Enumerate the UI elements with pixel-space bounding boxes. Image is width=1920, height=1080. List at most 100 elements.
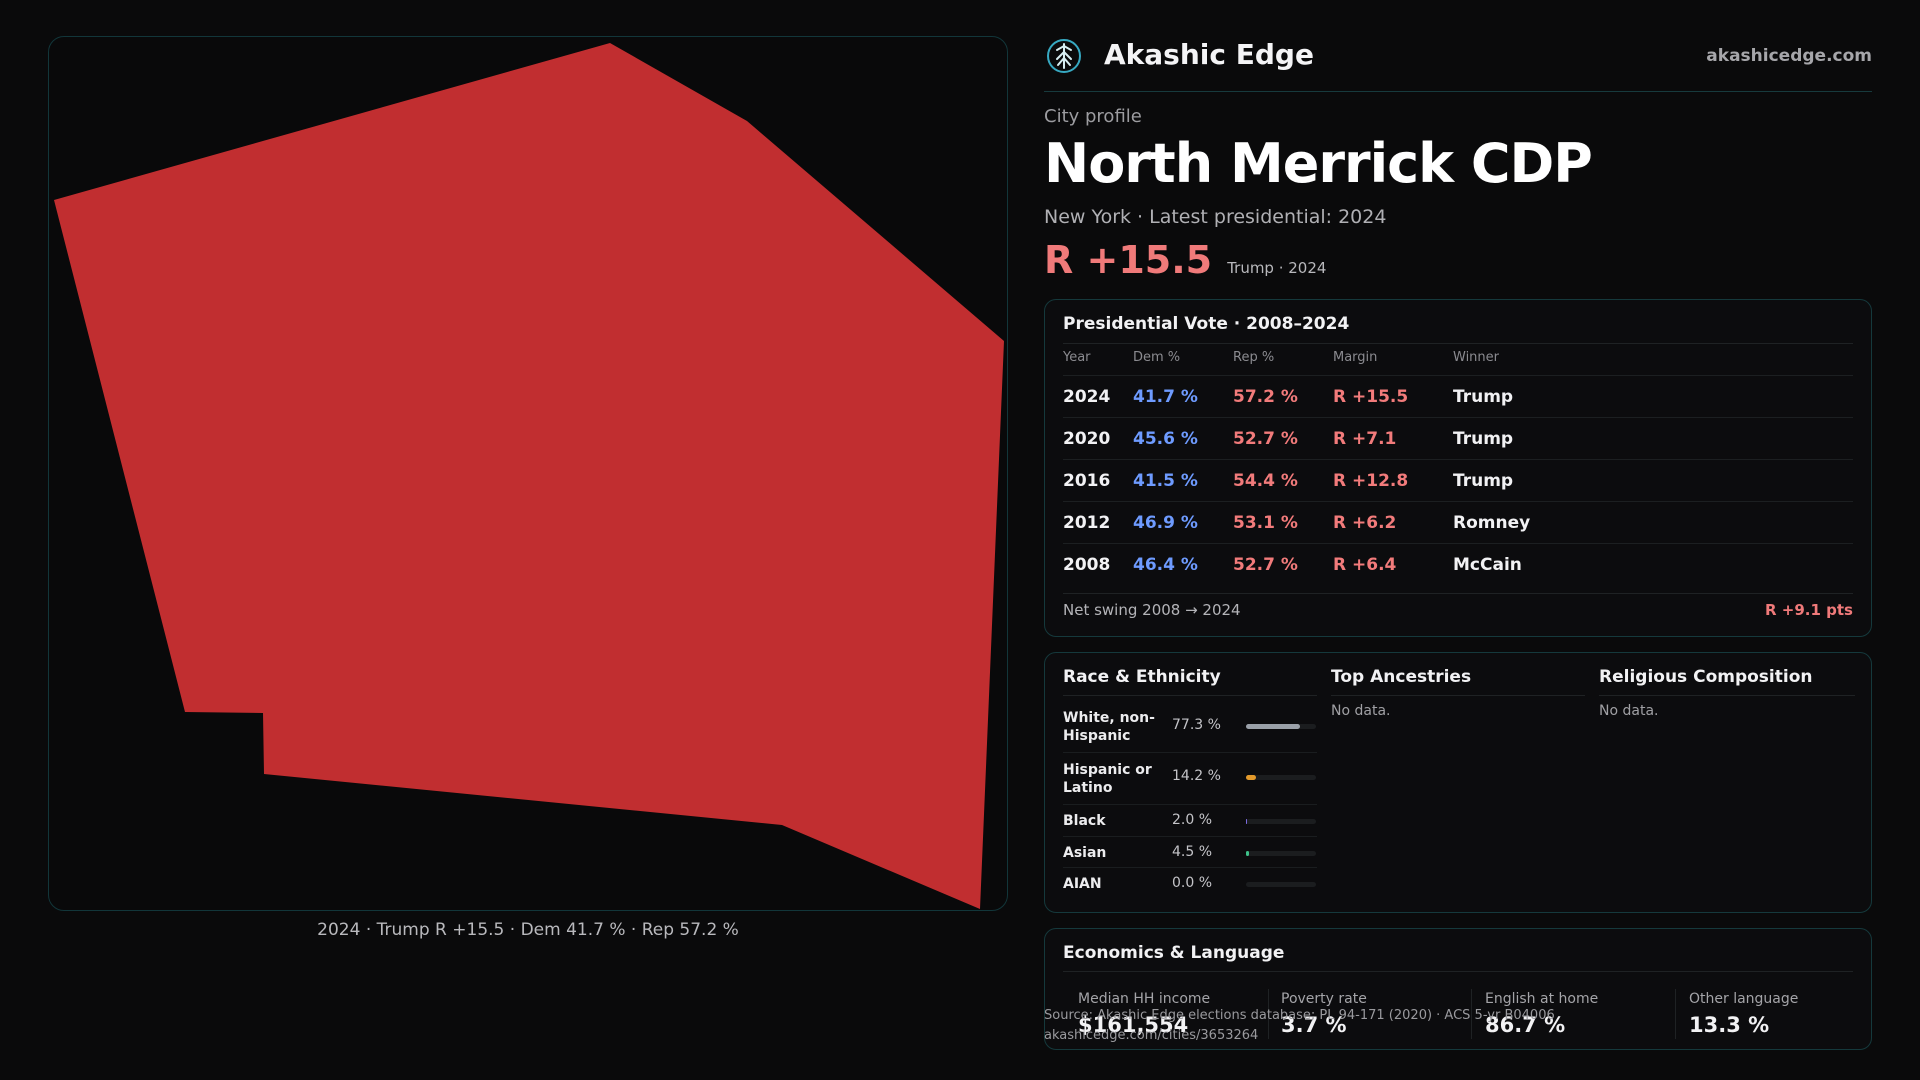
ancestries-section: Top Ancestries No data. xyxy=(1331,653,1585,912)
ethnicity-bar-track xyxy=(1246,775,1316,780)
religion-empty: No data. xyxy=(1599,703,1659,719)
cell-winner: Trump xyxy=(1453,471,1514,491)
cell-margin: R +7.1 xyxy=(1333,429,1397,449)
vote-card-title: Presidential Vote · 2008–2024 xyxy=(1063,314,1350,334)
brand-site-link[interactable]: akashicedge.com xyxy=(1706,46,1872,66)
cell-margin: R +12.8 xyxy=(1333,471,1409,491)
col-header-margin: Margin xyxy=(1333,350,1378,365)
table-row[interactable]: 2016 41.5 % 54.4 % R +12.8 Trump xyxy=(1063,459,1853,501)
stat-median-income: Median HH income $161,554 xyxy=(1078,991,1210,1037)
cell-winner: McCain xyxy=(1453,555,1522,575)
brand-name: Akashic Edge xyxy=(1104,38,1314,71)
stat-divider xyxy=(1675,989,1676,1039)
stat-divider xyxy=(1268,989,1269,1039)
ethnicity-name: AIAN xyxy=(1063,876,1102,892)
ethnicity-name: White, non- Hispanic xyxy=(1063,710,1155,744)
cell-year: 2008 xyxy=(1063,555,1111,575)
economics-divider xyxy=(1063,971,1853,972)
ethnicity-bar-track xyxy=(1246,851,1316,856)
stat-value: 3.7 % xyxy=(1281,1013,1347,1037)
map-caption: 2024 · Trump R +15.5 · Dem 41.7 % · Rep … xyxy=(317,920,739,940)
cell-dem: 41.7 % xyxy=(1133,387,1198,407)
cell-winner: Trump xyxy=(1453,387,1514,407)
swing-divider xyxy=(1063,593,1853,594)
cell-year: 2024 xyxy=(1063,387,1111,407)
cell-margin: R +6.4 xyxy=(1333,555,1397,575)
ancestries-title: Top Ancestries xyxy=(1331,667,1472,687)
race-ethnicity-title: Race & Ethnicity xyxy=(1063,667,1221,687)
source-note: Source: Akashic Edge elections database;… xyxy=(1044,1006,1555,1046)
stat-value: 86.7 % xyxy=(1485,1013,1566,1037)
col-header-winner: Winner xyxy=(1453,350,1500,365)
cell-year: 2020 xyxy=(1063,429,1111,449)
ethnicity-name: Black xyxy=(1063,813,1106,829)
ethnicity-percent: 14.2 % xyxy=(1172,768,1221,784)
cell-winner: Romney xyxy=(1453,513,1531,533)
ethnicity-bar-fill xyxy=(1246,775,1256,780)
economics-card: Economics & Language Median HH income $1… xyxy=(1044,928,1872,1050)
ancestries-empty: No data. xyxy=(1331,703,1391,719)
ethnicity-name: Asian xyxy=(1063,845,1107,861)
ethnicity-row: Hispanic or Latino 14.2 % xyxy=(1063,753,1317,805)
ethnicity-percent: 4.5 % xyxy=(1172,844,1213,860)
cell-dem: 41.5 % xyxy=(1133,471,1198,491)
economics-title: Economics & Language xyxy=(1063,943,1285,963)
net-swing-value: R +9.1 pts xyxy=(1765,601,1853,619)
headline-margin: R +15.5 xyxy=(1044,238,1213,282)
cell-year: 2012 xyxy=(1063,513,1111,533)
cell-rep: 52.7 % xyxy=(1233,429,1298,449)
stat-value: 13.3 % xyxy=(1689,1013,1770,1037)
table-row[interactable]: 2012 46.9 % 53.1 % R +6.2 Romney xyxy=(1063,501,1853,543)
city-boundary-map[interactable] xyxy=(49,37,1008,911)
cell-dem: 46.4 % xyxy=(1133,555,1198,575)
religion-title: Religious Composition xyxy=(1599,667,1813,687)
cell-rep: 54.4 % xyxy=(1233,471,1298,491)
ethnicity-percent: 2.0 % xyxy=(1172,812,1213,828)
cell-year: 2016 xyxy=(1063,471,1111,491)
stat-value: $161,554 xyxy=(1078,1013,1189,1037)
cell-dem: 45.6 % xyxy=(1133,429,1198,449)
ethnicity-bar-track xyxy=(1246,724,1316,729)
table-row[interactable]: 2024 41.7 % 57.2 % R +15.5 Trump xyxy=(1063,375,1853,417)
ethnicity-bar-track xyxy=(1246,882,1316,887)
source-line: Source: Akashic Edge elections database;… xyxy=(1044,1008,1555,1023)
stat-other-language: Other language 13.3 % xyxy=(1689,991,1798,1037)
ethnicity-bar-fill xyxy=(1246,851,1250,856)
profile-eyebrow: City profile xyxy=(1044,106,1142,127)
col-header-year: Year xyxy=(1063,350,1091,365)
ethnicity-row: AIAN 0.0 % xyxy=(1063,868,1317,899)
stat-label: Median HH income xyxy=(1078,991,1211,1007)
headline-margin-block: R +15.5 Trump · 2024 xyxy=(1044,238,1326,282)
cell-margin: R +15.5 xyxy=(1333,387,1409,407)
stat-english-home: English at home 86.7 % xyxy=(1485,991,1598,1037)
map-panel[interactable] xyxy=(48,36,1008,911)
stat-label: Poverty rate xyxy=(1281,991,1367,1007)
tree-icon xyxy=(1047,39,1081,73)
headline-note: Trump · 2024 xyxy=(1227,259,1327,277)
net-swing-label: Net swing 2008 → 2024 xyxy=(1063,601,1241,619)
city-boundary-shape[interactable] xyxy=(54,43,1004,909)
stat-divider xyxy=(1471,989,1472,1039)
ethnicity-bar-fill xyxy=(1246,819,1248,824)
ethnicity-bar-fill xyxy=(1246,724,1301,729)
ethnicity-bar-track xyxy=(1246,819,1316,824)
stat-label: English at home xyxy=(1485,991,1599,1007)
section-divider xyxy=(1331,695,1585,696)
ethnicity-row: Asian 4.5 % xyxy=(1063,837,1317,868)
table-row[interactable]: 2020 45.6 % 52.7 % R +7.1 Trump xyxy=(1063,417,1853,459)
stat-poverty-rate: Poverty rate 3.7 % xyxy=(1281,991,1367,1037)
stat-label: Other language xyxy=(1689,991,1799,1007)
cell-dem: 46.9 % xyxy=(1133,513,1198,533)
ethnicity-row: Black 2.0 % xyxy=(1063,805,1317,837)
page-title: North Merrick CDP xyxy=(1044,132,1593,195)
cell-rep: 53.1 % xyxy=(1233,513,1298,533)
table-row[interactable]: 2008 46.4 % 52.7 % R +6.4 McCain xyxy=(1063,543,1853,585)
cell-rep: 57.2 % xyxy=(1233,387,1298,407)
vote-title-divider xyxy=(1063,343,1853,344)
demographics-card: Race & Ethnicity White, non- Hispanic 77.… xyxy=(1044,652,1872,913)
section-divider xyxy=(1063,695,1317,696)
source-url-link[interactable]: akashicedge.com/cities/3653264 xyxy=(1044,1028,1259,1043)
brand-header: Akashic Edge akashicedge.com xyxy=(1044,36,1872,92)
cell-rep: 52.7 % xyxy=(1233,555,1298,575)
col-header-rep: Rep % xyxy=(1233,350,1275,365)
